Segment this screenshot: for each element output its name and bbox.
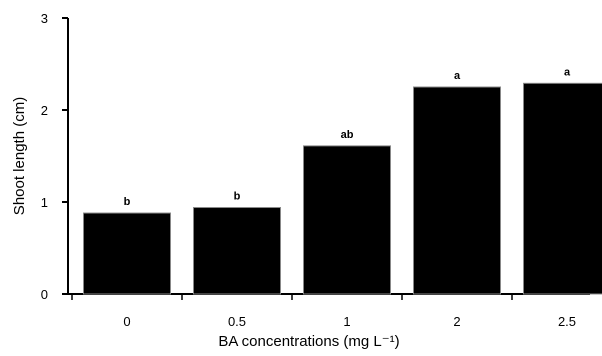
bar-letter-label: a	[564, 66, 571, 78]
bar-letter-label: b	[124, 196, 131, 208]
x-tick-label: 2	[453, 314, 460, 329]
y-tick-label: 1	[41, 195, 48, 210]
bar-letter-label: a	[454, 70, 461, 82]
x-tick-label: 0.5	[228, 314, 246, 329]
y-tick-label: 2	[41, 103, 48, 118]
x-tick-label: 0	[123, 314, 130, 329]
bar	[303, 145, 391, 295]
y-tick-label: 3	[41, 11, 48, 26]
y-tick-label: 0	[41, 287, 48, 302]
bar	[83, 212, 171, 295]
x-axis-title: BA concentrations (mg L⁻¹)	[218, 333, 399, 350]
x-tick-label: 1	[343, 314, 350, 329]
bar-letter-labels: b b ab a a	[124, 66, 571, 208]
x-axis: 0 0.5 1 2 2.5	[68, 293, 590, 329]
bar-letter-label: b	[234, 191, 241, 203]
bars	[83, 82, 602, 295]
bar-letter-label: ab	[341, 129, 354, 141]
y-axis: 0 1 2 3	[41, 11, 69, 302]
x-tick-label: 2.5	[558, 314, 576, 329]
bar	[523, 82, 602, 295]
bar	[193, 207, 281, 295]
y-axis-title: Shoot length (cm)	[11, 97, 28, 215]
bar	[413, 86, 501, 295]
